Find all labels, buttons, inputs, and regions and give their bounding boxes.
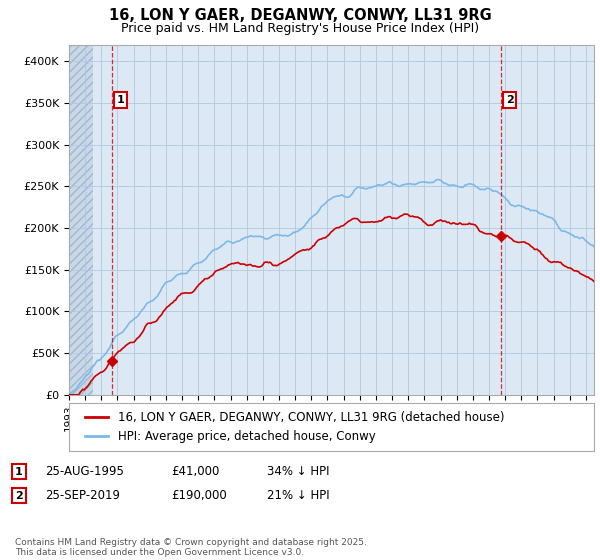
Text: 2: 2	[15, 491, 23, 501]
Text: Contains HM Land Registry data © Crown copyright and database right 2025.
This d: Contains HM Land Registry data © Crown c…	[15, 538, 367, 557]
Text: 16, LON Y GAER, DEGANWY, CONWY, LL31 9RG: 16, LON Y GAER, DEGANWY, CONWY, LL31 9RG	[109, 8, 491, 24]
Text: Price paid vs. HM Land Registry's House Price Index (HPI): Price paid vs. HM Land Registry's House …	[121, 22, 479, 35]
Text: 1: 1	[15, 466, 23, 477]
Text: £190,000: £190,000	[171, 489, 227, 502]
Bar	[69, 45, 93, 395]
Text: 1: 1	[117, 95, 125, 105]
Text: £41,000: £41,000	[171, 465, 220, 478]
Text: 34% ↓ HPI: 34% ↓ HPI	[267, 465, 329, 478]
Legend: 16, LON Y GAER, DEGANWY, CONWY, LL31 9RG (detached house), HPI: Average price, d: 16, LON Y GAER, DEGANWY, CONWY, LL31 9RG…	[80, 407, 509, 447]
Text: 21% ↓ HPI: 21% ↓ HPI	[267, 489, 329, 502]
Text: 25-AUG-1995: 25-AUG-1995	[45, 465, 124, 478]
Text: 25-SEP-2019: 25-SEP-2019	[45, 489, 120, 502]
Text: 2: 2	[506, 95, 514, 105]
